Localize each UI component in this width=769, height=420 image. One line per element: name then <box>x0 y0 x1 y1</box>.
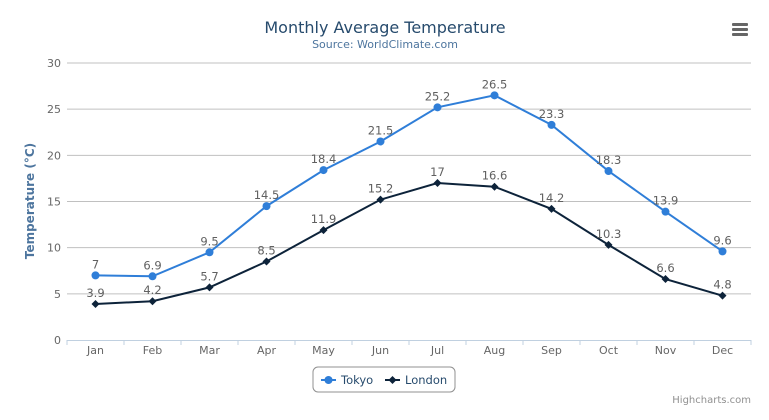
data-label: 4.2 <box>143 283 161 297</box>
data-point[interactable] <box>661 275 670 284</box>
data-point[interactable] <box>661 207 670 216</box>
legend: Tokyo London <box>312 366 456 393</box>
legend-label-tokyo: Tokyo <box>340 373 373 387</box>
legend-item-london[interactable]: London <box>385 373 447 387</box>
x-tick-label: Sep <box>541 344 562 357</box>
data-point[interactable] <box>148 297 157 306</box>
x-tick-label: Oct <box>599 344 619 357</box>
data-point[interactable] <box>718 291 727 300</box>
data-point[interactable] <box>433 103 442 112</box>
data-label: 23.3 <box>539 107 565 121</box>
y-tick-label: 25 <box>47 103 61 116</box>
data-label: 17 <box>430 165 445 179</box>
data-point[interactable] <box>490 91 499 100</box>
data-point[interactable] <box>91 299 100 308</box>
x-tick-label: Aug <box>484 344 505 357</box>
series-line <box>95 94 724 278</box>
credits-link[interactable]: Highcharts.com <box>672 395 751 406</box>
chart-subtitle: Source: WorldClimate.com <box>312 38 458 51</box>
data-point[interactable] <box>262 202 271 211</box>
y-tick-label: 30 <box>47 57 61 70</box>
y-tick-label: 20 <box>47 149 61 162</box>
data-point[interactable] <box>490 182 499 191</box>
data-point[interactable] <box>205 283 214 292</box>
data-label: 6.6 <box>656 261 674 275</box>
data-label: 21.5 <box>368 123 394 137</box>
x-tick-label: Jun <box>371 344 389 357</box>
x-tick-label: Dec <box>712 344 733 357</box>
chart-title: Monthly Average Temperature <box>264 18 505 37</box>
data-label: 11.9 <box>311 212 337 226</box>
legend-label-london: London <box>405 373 447 387</box>
data-label: 14.2 <box>539 191 565 205</box>
x-tick-label: Feb <box>143 344 162 357</box>
x-tick-label: Mar <box>199 344 220 357</box>
series-line <box>95 182 723 305</box>
data-point[interactable] <box>205 248 214 257</box>
data-label: 15.2 <box>368 182 394 196</box>
data-label: 14.5 <box>254 188 280 202</box>
data-point[interactable] <box>148 272 157 281</box>
data-point[interactable] <box>319 166 328 175</box>
data-label: 18.3 <box>596 153 622 167</box>
x-tick-label: Apr <box>257 344 277 357</box>
series-tokyo: 7 6.9 9.5 14.5 18.4 21.5 25.2 26.5 23.3 18.3 13.9 9… <box>91 77 732 281</box>
legend-item-tokyo[interactable]: Tokyo <box>321 373 373 387</box>
y-axis-label: Temperature (°C) <box>23 143 37 259</box>
data-point[interactable] <box>376 137 385 146</box>
x-tick-label: Jan <box>86 344 104 357</box>
y-tick-label: 10 <box>47 242 61 255</box>
data-label: 3.9 <box>86 286 104 300</box>
data-label: 10.3 <box>596 227 622 241</box>
hamburger-menu-icon[interactable] <box>732 23 748 36</box>
data-point[interactable] <box>376 195 385 204</box>
y-tick-label: 0 <box>54 334 61 347</box>
data-label: 16.6 <box>482 169 508 183</box>
data-point[interactable] <box>604 240 613 249</box>
data-point[interactable] <box>718 247 727 256</box>
data-point[interactable] <box>604 167 613 176</box>
series-london: 3.9 4.2 5.7 8.5 11.9 15.2 17 16.6 14.2 10.3 6.6 4.8 <box>86 165 732 308</box>
data-point[interactable] <box>262 257 271 266</box>
data-label: 26.5 <box>482 77 508 91</box>
data-label: 9.5 <box>200 234 218 248</box>
data-label: 6.9 <box>143 258 161 272</box>
data-point[interactable] <box>91 271 100 280</box>
data-label: 13.9 <box>653 194 679 208</box>
data-label: 8.5 <box>257 244 275 258</box>
data-point[interactable] <box>319 226 328 235</box>
x-tick-label: Nov <box>655 344 677 357</box>
x-tick-label: Jul <box>430 344 444 357</box>
y-tick-label: 15 <box>47 196 61 209</box>
data-point[interactable] <box>547 204 556 213</box>
data-label: 9.6 <box>713 233 731 247</box>
x-tick-label: May <box>312 344 335 357</box>
data-label: 4.8 <box>713 278 731 292</box>
data-point[interactable] <box>433 179 442 188</box>
data-label: 25.2 <box>425 89 451 103</box>
y-tick-label: 5 <box>54 288 61 301</box>
data-point[interactable] <box>547 120 556 129</box>
data-label: 5.7 <box>200 269 218 283</box>
data-label: 18.4 <box>311 152 337 166</box>
data-label: 7 <box>92 257 99 271</box>
